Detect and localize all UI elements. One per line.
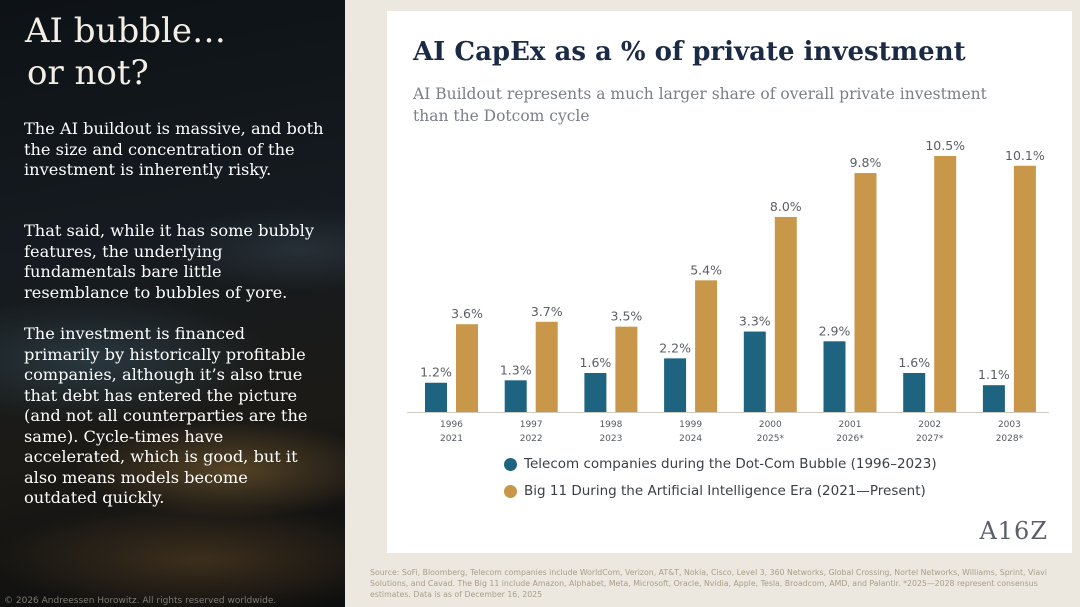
data-label-telecom-7: 1.1% [978, 367, 1010, 382]
bar-telecom-2 [584, 372, 607, 412]
left-title-line-2: or not? [27, 53, 149, 93]
bar-telecom-3 [664, 358, 687, 412]
bar-chart: 1.2% 3.6% 1996 2021 1.3% 3.7% 1997 2022 1.6% 3.5%… [407, 138, 1049, 444]
data-label-telecom-4: 3.3% [739, 314, 771, 329]
data-label-big11-0: 3.6% [451, 306, 483, 321]
data-label-telecom-0: 1.2% [420, 365, 452, 380]
bar-telecom-0 [425, 382, 447, 412]
x-tick-label-bottom-5: 2026* [836, 434, 864, 444]
chart-card: AI CapEx as a % of private investment AI… [387, 11, 1072, 553]
left-title: AI bubble… or not? [25, 10, 226, 94]
x-tick-label-top-6: 2002 [918, 420, 941, 430]
data-label-big11-3: 5.4% [690, 262, 722, 277]
bar-big11-5 [854, 173, 877, 412]
bar-big11-0 [456, 324, 478, 412]
left-panel: AI bubble… or not? The AI buildout is ma… [0, 0, 345, 607]
data-label-big11-7: 10.1% [1005, 148, 1045, 163]
paragraph-2: That said, while it has some bubbly feat… [24, 221, 314, 302]
bar-telecom-7 [982, 385, 1005, 412]
bar-big11-6 [934, 156, 957, 412]
chart-title: AI CapEx as a % of private investment [413, 37, 966, 67]
bar-telecom-4 [743, 331, 766, 412]
data-label-big11-1: 3.7% [531, 304, 563, 319]
x-tick-label-bottom-0: 2021 [440, 434, 463, 444]
x-tick-label-top-2: 1998 [599, 420, 622, 430]
x-tick-label-top-1: 1997 [520, 420, 543, 430]
legend-label-big11: Big 11 During the Artificial Intelligenc… [524, 483, 926, 499]
bar-telecom-1 [504, 380, 527, 412]
x-tick-label-bottom-1: 2022 [520, 434, 543, 444]
legend-swatch-telecom [504, 457, 517, 471]
bar-big11-7 [1013, 165, 1036, 412]
x-tick-label-bottom-7: 2028* [996, 434, 1024, 444]
x-tick-label-bottom-4: 2025* [757, 434, 785, 444]
x-tick-label-bottom-3: 2024 [679, 434, 702, 444]
x-tick-label-bottom-2: 2023 [599, 434, 622, 444]
data-label-telecom-3: 2.2% [659, 340, 691, 355]
data-label-big11-6: 10.5% [925, 138, 965, 153]
bar-big11-3 [695, 280, 718, 412]
copyright: © 2026 Andreessen Horowitz. All rights r… [4, 596, 277, 606]
bar-telecom-5 [823, 341, 846, 412]
legend-label-telecom: Telecom companies during the Dot-Com Bub… [524, 456, 937, 472]
source-note: Source: SoFi, Bloomberg, Telecom compani… [370, 568, 1047, 599]
legend-swatch-big11 [504, 484, 517, 498]
paragraph-1: The AI buildout is massive, and both the… [24, 119, 324, 179]
x-tick-label-bottom-6: 2027* [916, 434, 944, 444]
data-label-telecom-6: 1.6% [898, 355, 930, 370]
left-title-line-1: AI bubble… [25, 11, 226, 51]
legend-item-telecom: Telecom companies during the Dot-Com Bub… [504, 456, 937, 472]
x-tick-label-top-5: 2001 [839, 420, 862, 430]
data-label-big11-5: 9.8% [850, 155, 882, 170]
bar-telecom-6 [903, 372, 926, 412]
data-label-big11-4: 8.0% [770, 199, 802, 214]
bar-big11-2 [615, 326, 638, 412]
x-tick-label-top-7: 2003 [998, 420, 1021, 430]
data-label-telecom-2: 1.6% [580, 355, 612, 370]
bar-big11-1 [535, 321, 558, 412]
a16z-logo: A16Z [979, 517, 1048, 545]
paragraph-3: The investment is financed primarily by … [24, 324, 308, 507]
legend-item-big11: Big 11 During the Artificial Intelligenc… [504, 483, 926, 499]
data-label-telecom-5: 2.9% [819, 323, 851, 338]
data-label-big11-2: 3.5% [611, 309, 643, 324]
x-tick-label-top-3: 1999 [679, 420, 702, 430]
chart-subtitle: AI Buildout represents a much larger sha… [413, 85, 987, 125]
bar-big11-4 [774, 216, 797, 412]
x-tick-label-top-0: 1996 [440, 420, 463, 430]
x-tick-label-top-4: 2000 [759, 420, 782, 430]
data-label-telecom-1: 1.3% [500, 362, 532, 377]
